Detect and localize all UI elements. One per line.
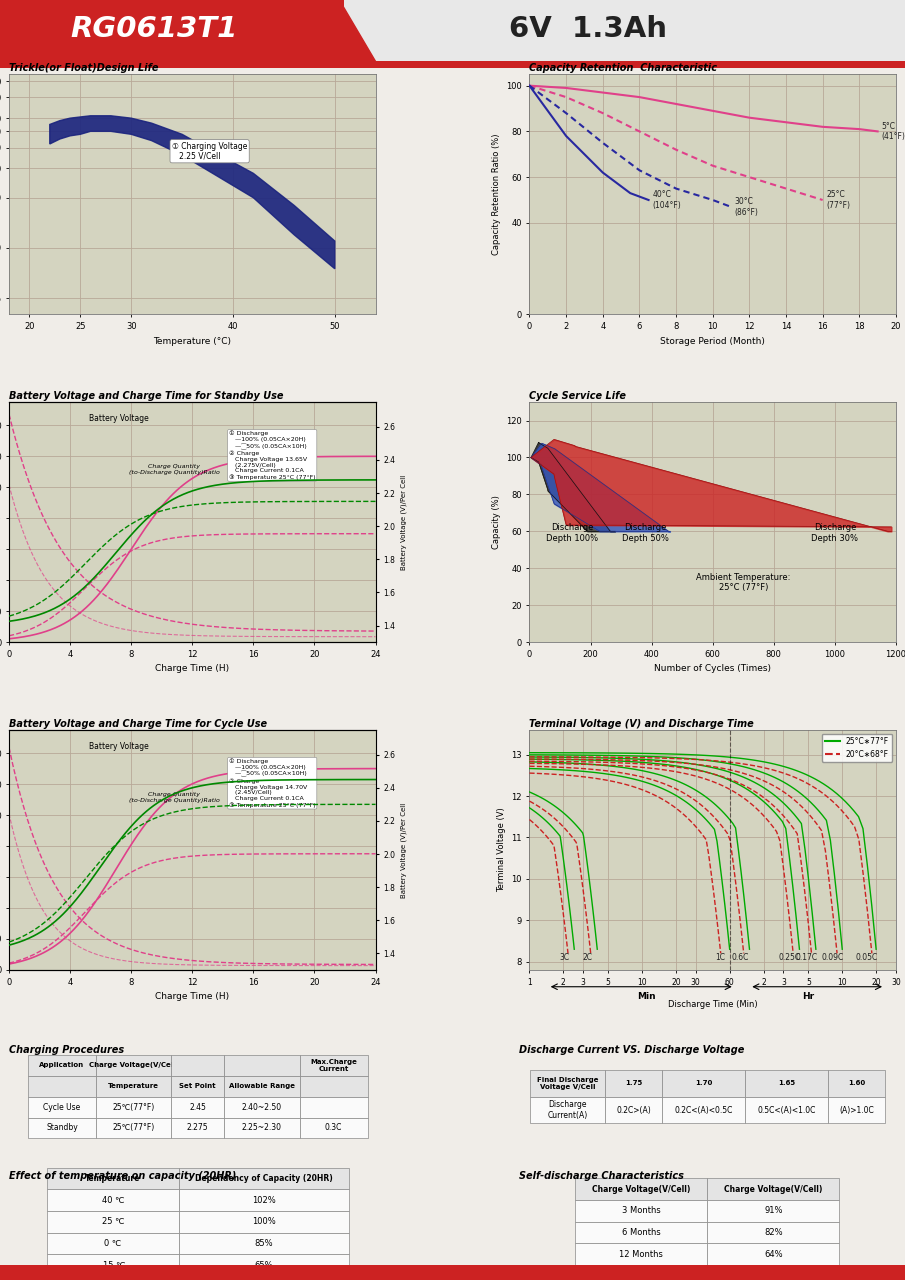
Y-axis label: Battery Voltage (V)/Per Cell: Battery Voltage (V)/Per Cell xyxy=(401,475,407,570)
Text: Discharge
Depth 50%: Discharge Depth 50% xyxy=(622,524,669,543)
Text: Battery Voltage and Charge Time for Standby Use: Battery Voltage and Charge Time for Stan… xyxy=(9,392,283,401)
Text: 3C: 3C xyxy=(559,952,569,961)
Text: Charge Quantity
(to-Discharge Quantity)Ratio: Charge Quantity (to-Discharge Quantity)R… xyxy=(129,792,219,803)
Text: ① Discharge
   —100% (0.05CA×20H)
   —⁐50% (0.05CA×10H)
② Charge
   Charge Volta: ① Discharge —100% (0.05CA×20H) —⁐50% (0.… xyxy=(229,759,316,808)
Text: 0.25C: 0.25C xyxy=(778,952,801,961)
Text: Capacity Retention  Characteristic: Capacity Retention Characteristic xyxy=(529,64,718,73)
Text: ① Charging Voltage
   2.25 V/Cell: ① Charging Voltage 2.25 V/Cell xyxy=(172,142,247,161)
Text: Min: Min xyxy=(637,992,656,1001)
Text: Self-discharge Characteristics: Self-discharge Characteristics xyxy=(519,1170,683,1180)
X-axis label: Charge Time (H): Charge Time (H) xyxy=(156,992,229,1001)
Text: ① Discharge
   —100% (0.05CA×20H)
   —⁐50% (0.05CA×10H)
② Charge
   Charge Volta: ① Discharge —100% (0.05CA×20H) —⁐50% (0.… xyxy=(229,431,316,480)
Text: 30°C
(86°F): 30°C (86°F) xyxy=(735,197,758,216)
Text: 40°C
(104°F): 40°C (104°F) xyxy=(653,191,681,210)
Text: Ambient Temperature:
25°C (77°F): Ambient Temperature: 25°C (77°F) xyxy=(696,573,790,593)
Text: Discharge
Depth 100%: Discharge Depth 100% xyxy=(546,524,598,543)
Text: Trickle(or Float)Design Life: Trickle(or Float)Design Life xyxy=(9,64,158,73)
Text: Terminal Voltage (V) and Discharge Time: Terminal Voltage (V) and Discharge Time xyxy=(529,719,754,730)
Polygon shape xyxy=(285,0,376,61)
X-axis label: Storage Period (Month): Storage Period (Month) xyxy=(661,337,765,346)
Text: Battery Voltage and Charge Time for Cycle Use: Battery Voltage and Charge Time for Cycl… xyxy=(9,719,267,730)
Text: 6V  1.3Ah: 6V 1.3Ah xyxy=(510,15,667,44)
Text: Battery Voltage: Battery Voltage xyxy=(89,742,148,751)
Text: Hr: Hr xyxy=(802,992,814,1001)
Bar xyxy=(344,0,905,61)
Text: 0.09C: 0.09C xyxy=(822,952,843,961)
Text: Charge Quantity
(to-Discharge Quantity)Ratio: Charge Quantity (to-Discharge Quantity)R… xyxy=(129,465,219,475)
Legend: 25°C∗77°F, 20°C∗68°F: 25°C∗77°F, 20°C∗68°F xyxy=(822,733,892,762)
Text: Cycle Service Life: Cycle Service Life xyxy=(529,392,626,401)
Text: 0.05C: 0.05C xyxy=(855,952,878,961)
Text: 2C: 2C xyxy=(583,952,593,961)
Y-axis label: Battery Voltage (V)/Per Cell: Battery Voltage (V)/Per Cell xyxy=(401,803,407,897)
Y-axis label: Capacity (%): Capacity (%) xyxy=(491,495,500,549)
Text: 0.6C: 0.6C xyxy=(731,952,748,961)
Text: 0.17C: 0.17C xyxy=(795,952,817,961)
Text: 1C: 1C xyxy=(715,952,725,961)
X-axis label: Charge Time (H): Charge Time (H) xyxy=(156,664,229,673)
Text: 25°C
(77°F): 25°C (77°F) xyxy=(826,191,851,210)
X-axis label: Discharge Time (Min): Discharge Time (Min) xyxy=(668,1001,757,1010)
Text: Discharge Current VS. Discharge Voltage: Discharge Current VS. Discharge Voltage xyxy=(519,1046,744,1056)
Text: Discharge
Depth 30%: Discharge Depth 30% xyxy=(812,524,858,543)
X-axis label: Number of Cycles (Times): Number of Cycles (Times) xyxy=(654,664,771,673)
Y-axis label: Terminal Voltage (V): Terminal Voltage (V) xyxy=(497,808,506,892)
Y-axis label: Capacity Retention Ratio (%): Capacity Retention Ratio (%) xyxy=(491,133,500,255)
Text: RG0613T1: RG0613T1 xyxy=(71,15,237,44)
Polygon shape xyxy=(50,115,335,269)
X-axis label: Temperature (°C): Temperature (°C) xyxy=(153,337,232,346)
Text: 5°C
(41°F): 5°C (41°F) xyxy=(881,122,905,141)
Text: Effect of temperature on capacity (20HR): Effect of temperature on capacity (20HR) xyxy=(9,1170,236,1180)
Text: Charging Procedures: Charging Procedures xyxy=(9,1046,124,1056)
Text: Battery Voltage: Battery Voltage xyxy=(89,415,148,424)
